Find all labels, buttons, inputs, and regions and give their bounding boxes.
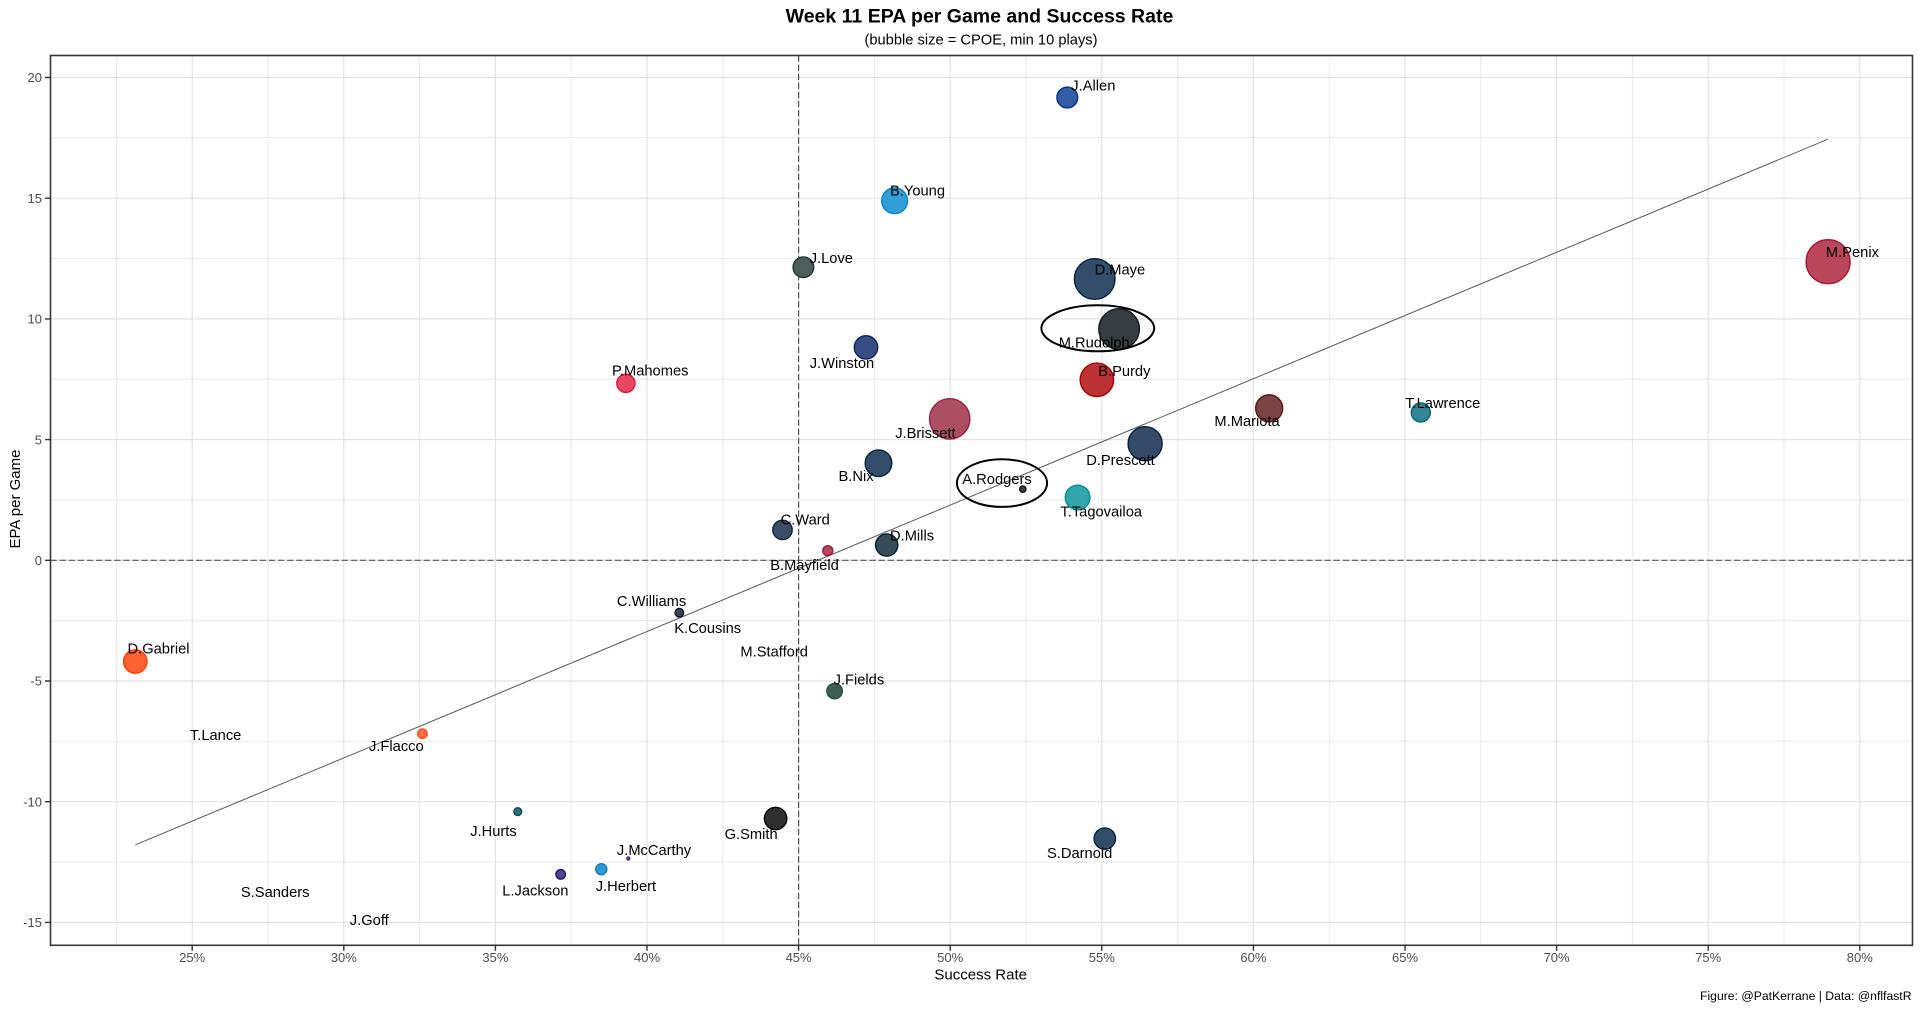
svg-text:J.Fields: J.Fields bbox=[834, 673, 885, 689]
svg-text:J.Love: J.Love bbox=[810, 251, 853, 267]
svg-text:60%: 60% bbox=[1240, 950, 1266, 965]
svg-text:D.Gabriel: D.Gabriel bbox=[128, 642, 190, 658]
svg-text:75%: 75% bbox=[1695, 950, 1721, 965]
svg-text:S.Sanders: S.Sanders bbox=[241, 885, 310, 901]
svg-text:M.Penix: M.Penix bbox=[1826, 245, 1880, 261]
svg-text:55%: 55% bbox=[1089, 950, 1115, 965]
svg-text:80%: 80% bbox=[1847, 950, 1873, 965]
svg-text:J.Goff: J.Goff bbox=[350, 913, 390, 929]
svg-text:S.Darnold: S.Darnold bbox=[1047, 846, 1112, 862]
svg-text:J.Allen: J.Allen bbox=[1071, 78, 1115, 94]
svg-text:(bubble size = CPOE, min 10 pl: (bubble size = CPOE, min 10 plays) bbox=[864, 33, 1097, 49]
svg-text:T.Tagovailoa: T.Tagovailoa bbox=[1060, 504, 1142, 520]
svg-text:M.Rudolph: M.Rudolph bbox=[1059, 336, 1130, 352]
svg-text:L.Jackson: L.Jackson bbox=[502, 884, 568, 900]
svg-text:P.Mahomes: P.Mahomes bbox=[612, 363, 688, 379]
svg-text:B.Mayfield: B.Mayfield bbox=[770, 558, 839, 574]
svg-text:Figure: @PatKerrane | Data: @n: Figure: @PatKerrane | Data: @nflfastR bbox=[1700, 989, 1912, 1003]
svg-text:J.Brissett: J.Brissett bbox=[895, 426, 955, 442]
svg-text:20: 20 bbox=[28, 70, 42, 85]
svg-text:40%: 40% bbox=[634, 950, 660, 965]
svg-text:J.McCarthy: J.McCarthy bbox=[617, 843, 692, 859]
svg-text:-15: -15 bbox=[23, 915, 42, 930]
svg-text:T.Lance: T.Lance bbox=[190, 728, 241, 744]
svg-text:J.Winston: J.Winston bbox=[810, 356, 874, 372]
svg-text:45%: 45% bbox=[786, 950, 812, 965]
svg-text:M.Stafford: M.Stafford bbox=[740, 644, 808, 660]
svg-text:10: 10 bbox=[28, 312, 42, 327]
svg-text:J.Flacco: J.Flacco bbox=[369, 739, 424, 755]
svg-text:-5: -5 bbox=[30, 674, 42, 689]
svg-text:D.Mills: D.Mills bbox=[890, 529, 934, 545]
svg-text:M.Mariota: M.Mariota bbox=[1214, 414, 1280, 430]
svg-text:Success Rate: Success Rate bbox=[934, 966, 1027, 983]
svg-text:-10: -10 bbox=[23, 794, 42, 809]
svg-text:65%: 65% bbox=[1392, 950, 1418, 965]
svg-text:C.Ward: C.Ward bbox=[781, 512, 830, 528]
svg-text:Week 11 EPA per Game and Succe: Week 11 EPA per Game and Success Rate bbox=[786, 6, 1174, 28]
svg-text:B.Purdy: B.Purdy bbox=[1098, 364, 1151, 380]
svg-text:J.Hurts: J.Hurts bbox=[470, 824, 517, 840]
svg-text:J.Herbert: J.Herbert bbox=[596, 879, 656, 895]
svg-text:B.Young: B.Young bbox=[890, 183, 945, 199]
svg-text:0: 0 bbox=[35, 553, 42, 568]
svg-text:70%: 70% bbox=[1544, 950, 1570, 965]
svg-text:B.Nix: B.Nix bbox=[839, 469, 875, 485]
svg-text:15: 15 bbox=[28, 191, 42, 206]
svg-text:A.Rodgers: A.Rodgers bbox=[962, 472, 1031, 488]
svg-text:EPA per Game: EPA per Game bbox=[7, 450, 24, 549]
svg-text:G.Smith: G.Smith bbox=[725, 827, 778, 843]
svg-text:50%: 50% bbox=[937, 950, 963, 965]
svg-text:K.Cousins: K.Cousins bbox=[674, 621, 741, 637]
svg-text:D.Prescott: D.Prescott bbox=[1086, 453, 1155, 469]
svg-text:T.Lawrence: T.Lawrence bbox=[1405, 396, 1480, 412]
svg-text:25%: 25% bbox=[179, 950, 205, 965]
svg-text:35%: 35% bbox=[482, 950, 508, 965]
svg-text:5: 5 bbox=[35, 432, 42, 447]
svg-text:30%: 30% bbox=[331, 950, 357, 965]
svg-text:D.Maye: D.Maye bbox=[1095, 263, 1146, 279]
svg-text:C.Williams: C.Williams bbox=[617, 594, 686, 610]
